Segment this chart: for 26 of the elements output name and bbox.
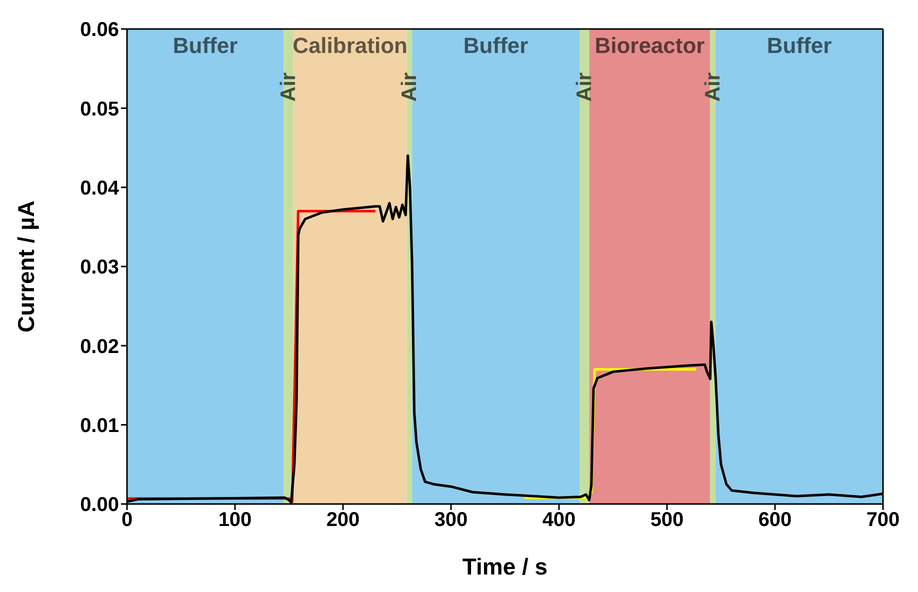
- x-axis-title: Time / s: [462, 553, 548, 580]
- x-tick-label: 700: [866, 509, 900, 532]
- x-tick-label: 500: [650, 509, 684, 532]
- band-label: Air: [398, 72, 421, 102]
- band-label: Air: [701, 72, 724, 102]
- y-tick-label: 0.03: [80, 256, 119, 279]
- band-label: Calibration: [292, 33, 408, 58]
- y-tick-label: 0.01: [80, 414, 119, 437]
- band-label: Air: [276, 72, 300, 102]
- y-tick-label: 0.00: [80, 494, 119, 516]
- y-tick-label: 0.06: [80, 19, 119, 42]
- x-tick-label: 600: [758, 509, 792, 532]
- band-label: Bioreactor: [594, 33, 706, 58]
- band-label: Buffer: [766, 33, 832, 58]
- x-tick-label: 400: [542, 509, 576, 532]
- band-label: Buffer: [463, 33, 529, 58]
- y-tick-label: 0.04: [80, 177, 120, 200]
- y-tick-label: 0.05: [80, 98, 119, 120]
- band-label: Air: [572, 72, 596, 102]
- x-tick-label: 300: [434, 509, 468, 532]
- x-tick-label: 100: [218, 509, 252, 532]
- x-tick-label: 200: [326, 509, 360, 532]
- band-label: Buffer: [172, 33, 238, 58]
- x-tick-label: 0: [121, 509, 133, 532]
- y-tick-label: 0.02: [80, 336, 119, 358]
- y-axis-title: Current / µA: [13, 200, 40, 333]
